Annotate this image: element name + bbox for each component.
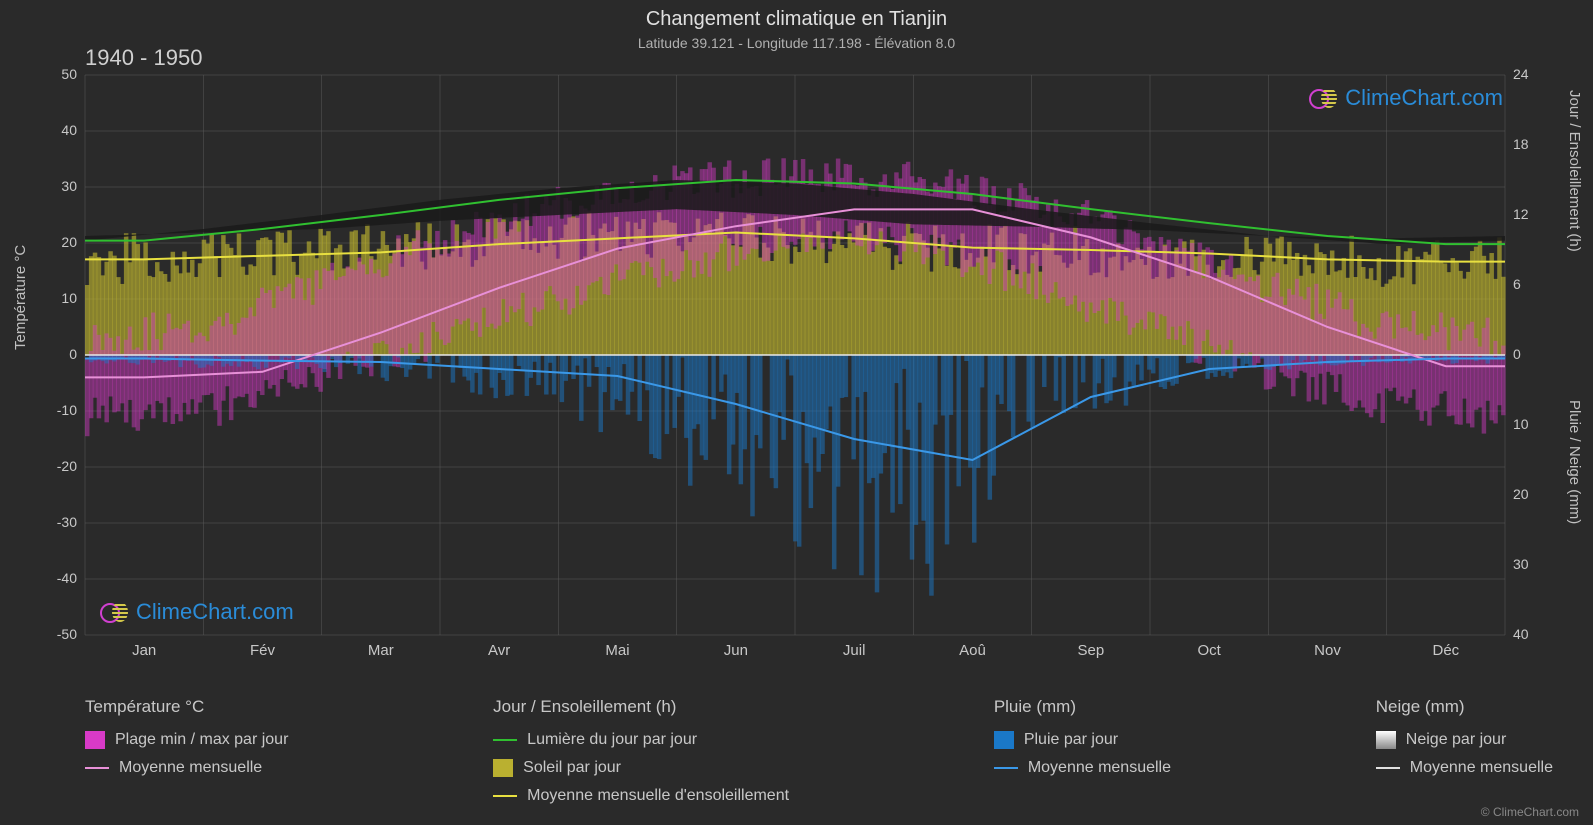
swatch-icon	[493, 759, 513, 777]
svg-text:10: 10	[61, 290, 77, 306]
legend-item: Lumière du jour par jour	[493, 731, 789, 749]
legend-item: Plage min / max par jour	[85, 731, 288, 749]
legend-temperature: Température °C Plage min / max par jour …	[85, 697, 288, 805]
legend-item: Moyenne mensuelle	[85, 759, 288, 777]
svg-text:30: 30	[61, 178, 77, 194]
svg-text:0: 0	[1513, 346, 1521, 362]
svg-text:Jun: Jun	[724, 642, 748, 659]
swatch-icon	[994, 731, 1014, 749]
svg-text:-20: -20	[57, 458, 77, 474]
legend-item: Soleil par jour	[493, 759, 789, 777]
legend-item: Pluie par jour	[994, 731, 1171, 749]
swatch-icon	[85, 731, 105, 749]
legend-item: Moyenne mensuelle d'ensoleillement	[493, 787, 789, 805]
legend-label: Neige par jour	[1406, 731, 1507, 749]
svg-text:20: 20	[61, 234, 77, 250]
svg-text:Jan: Jan	[132, 642, 156, 659]
svg-text:18: 18	[1513, 136, 1529, 152]
y-axis-left-label: Température °C	[12, 245, 29, 350]
chart-title: Changement climatique en Tianjin	[0, 0, 1593, 31]
climate-chart: -50-40-30-20-100102030405006121824102030…	[85, 75, 1505, 635]
line-swatch-icon	[85, 767, 109, 769]
chart-subtitle: Latitude 39.121 - Longitude 117.198 - Él…	[0, 31, 1593, 51]
period-label: 1940 - 1950	[85, 45, 202, 71]
svg-text:-40: -40	[57, 570, 77, 586]
svg-text:Fév: Fév	[250, 642, 276, 659]
svg-text:Mai: Mai	[605, 642, 629, 659]
svg-text:40: 40	[61, 122, 77, 138]
legend: Température °C Plage min / max par jour …	[85, 697, 1553, 805]
y-axis-right-bottom-label: Pluie / Neige (mm)	[1566, 400, 1583, 524]
legend-label: Moyenne mensuelle	[1028, 759, 1171, 777]
watermark-bottom-left: ClimeChart.com	[100, 599, 294, 625]
legend-item: Moyenne mensuelle	[1376, 759, 1553, 777]
y-axis-right-top-label: Jour / Ensoleillement (h)	[1566, 90, 1583, 252]
legend-item: Neige par jour	[1376, 731, 1553, 749]
svg-text:20: 20	[1513, 486, 1529, 502]
watermark-text: ClimeChart.com	[136, 599, 294, 625]
svg-text:-10: -10	[57, 402, 77, 418]
svg-text:Oct: Oct	[1197, 642, 1221, 659]
legend-label: Lumière du jour par jour	[527, 731, 697, 749]
legend-label: Moyenne mensuelle d'ensoleillement	[527, 787, 789, 805]
line-swatch-icon	[493, 739, 517, 741]
line-swatch-icon	[493, 795, 517, 797]
svg-text:-30: -30	[57, 514, 77, 530]
line-swatch-icon	[994, 767, 1018, 769]
legend-label: Pluie par jour	[1024, 731, 1118, 749]
svg-text:Mar: Mar	[368, 642, 394, 659]
legend-label: Soleil par jour	[523, 759, 621, 777]
legend-label: Plage min / max par jour	[115, 731, 288, 749]
legend-daylight: Jour / Ensoleillement (h) Lumière du jou…	[493, 697, 789, 805]
legend-label: Moyenne mensuelle	[119, 759, 262, 777]
svg-text:50: 50	[61, 66, 77, 82]
line-swatch-icon	[1376, 767, 1400, 769]
svg-text:Déc: Déc	[1432, 642, 1459, 659]
legend-label: Moyenne mensuelle	[1410, 759, 1553, 777]
climechart-logo-icon	[100, 601, 130, 623]
svg-text:40: 40	[1513, 626, 1529, 642]
svg-text:24: 24	[1513, 66, 1529, 82]
svg-text:Aoû: Aoû	[959, 642, 986, 659]
svg-text:Nov: Nov	[1314, 642, 1341, 659]
legend-header: Pluie (mm)	[994, 697, 1171, 717]
svg-text:30: 30	[1513, 556, 1529, 572]
svg-text:12: 12	[1513, 206, 1529, 222]
svg-text:6: 6	[1513, 276, 1521, 292]
legend-snow: Neige (mm) Neige par jour Moyenne mensue…	[1376, 697, 1553, 805]
climechart-logo-icon	[1309, 87, 1339, 109]
svg-text:Juil: Juil	[843, 642, 866, 659]
legend-header: Jour / Ensoleillement (h)	[493, 697, 789, 717]
svg-text:-50: -50	[57, 626, 77, 642]
svg-text:Avr: Avr	[488, 642, 510, 659]
legend-header: Neige (mm)	[1376, 697, 1553, 717]
legend-header: Température °C	[85, 697, 288, 717]
svg-text:0: 0	[69, 346, 77, 362]
svg-text:10: 10	[1513, 416, 1529, 432]
svg-text:Sep: Sep	[1077, 642, 1104, 659]
swatch-icon	[1376, 731, 1396, 749]
watermark-top-right: ClimeChart.com	[1309, 85, 1503, 111]
legend-item: Moyenne mensuelle	[994, 759, 1171, 777]
watermark-text: ClimeChart.com	[1345, 85, 1503, 111]
copyright: © ClimeChart.com	[1481, 805, 1579, 819]
legend-rain: Pluie (mm) Pluie par jour Moyenne mensue…	[994, 697, 1171, 805]
